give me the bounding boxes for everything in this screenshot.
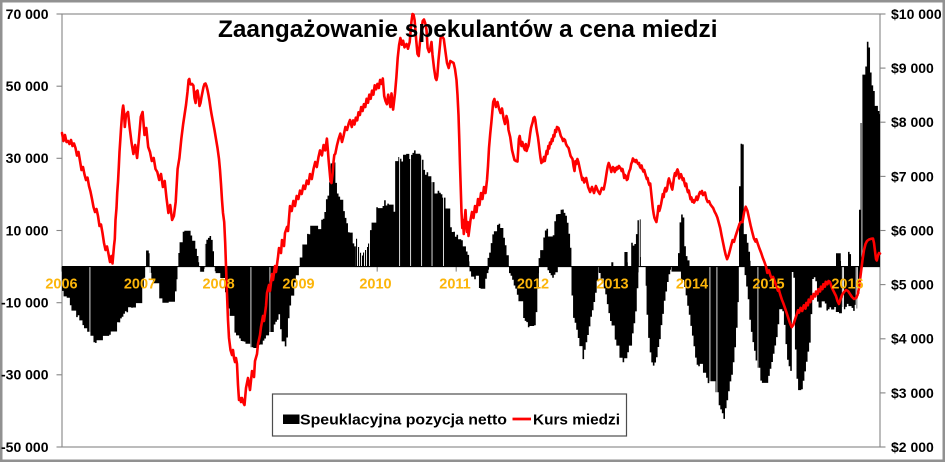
svg-text:2007: 2007 <box>124 277 156 293</box>
svg-text:10 000: 10 000 <box>6 222 49 238</box>
svg-text:Zaangażowanie spekulantów a ce: Zaangażowanie spekulantów a cena miedzi <box>218 16 718 43</box>
svg-text:$3 000: $3 000 <box>891 385 934 401</box>
svg-text:$7 000: $7 000 <box>891 168 934 184</box>
svg-text:-10 000: -10 000 <box>1 295 49 311</box>
svg-text:2008: 2008 <box>202 277 234 293</box>
svg-text:$9 000: $9 000 <box>891 60 934 76</box>
svg-text:$8 000: $8 000 <box>891 114 934 130</box>
svg-text:2014: 2014 <box>676 277 708 293</box>
svg-text:2006: 2006 <box>45 277 77 293</box>
svg-text:30 000: 30 000 <box>6 150 49 166</box>
svg-text:$6 000: $6 000 <box>891 222 934 238</box>
svg-text:$5 000: $5 000 <box>891 277 934 293</box>
svg-text:70 000: 70 000 <box>6 6 49 22</box>
svg-text:$4 000: $4 000 <box>891 331 934 347</box>
svg-text:2011: 2011 <box>439 277 470 293</box>
svg-text:Kurs miedzi: Kurs miedzi <box>533 412 620 429</box>
svg-text:2009: 2009 <box>282 277 314 293</box>
svg-text:2016: 2016 <box>831 277 863 293</box>
svg-text:$10 000: $10 000 <box>891 6 942 22</box>
svg-text:50 000: 50 000 <box>6 78 49 94</box>
svg-text:$2 000: $2 000 <box>891 439 934 455</box>
svg-text:2013: 2013 <box>596 277 628 293</box>
svg-text:-30 000: -30 000 <box>1 367 49 383</box>
svg-text:Speuklacyjna pozycja netto: Speuklacyjna pozycja netto <box>300 412 507 429</box>
svg-text:-50 000: -50 000 <box>1 439 49 455</box>
svg-text:2010: 2010 <box>359 277 391 293</box>
svg-text:2012: 2012 <box>517 277 549 293</box>
svg-text:2015: 2015 <box>752 277 784 293</box>
